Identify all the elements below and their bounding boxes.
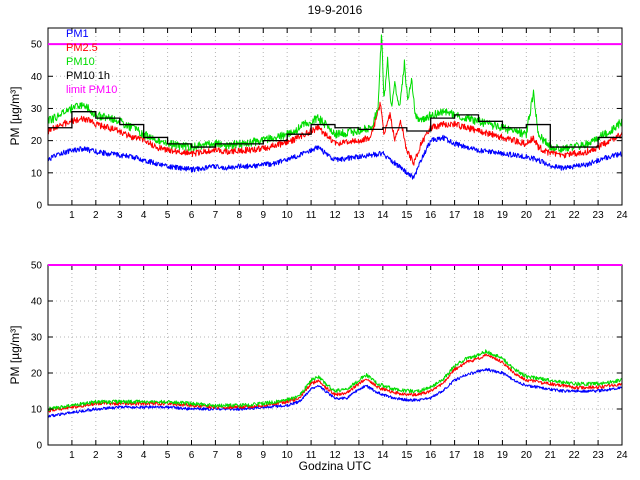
x-tick-label: 12: [329, 210, 341, 221]
x-tick-label: 13: [353, 210, 365, 221]
x-tick-label: 9: [260, 210, 266, 221]
series-pm10: [47, 349, 623, 411]
x-tick-label: 8: [237, 210, 243, 221]
y-tick-label: 0: [36, 201, 42, 212]
y-tick-label: 40: [31, 72, 43, 83]
x-tick-label: 4: [141, 210, 147, 221]
x-tick-label: 17: [449, 210, 461, 221]
series-pm1: [47, 134, 623, 180]
x-tick-label: 19: [497, 210, 509, 221]
x-tick-label: 1: [69, 210, 75, 221]
y-tick-label: 50: [31, 40, 43, 51]
x-tick-label: 5: [165, 210, 171, 221]
x-tick-label: 10: [282, 210, 294, 221]
bottom-chart: 1 2 3 4 5 6 7 8 9 10 11 12 13 14 15 16 17 18 19 20 21 22 23 240…: [31, 261, 628, 462]
y-axis-label-top: PM [µg/m³]: [8, 86, 22, 146]
x-tick-label: 3: [117, 210, 123, 221]
x-tick-label: 19: [497, 450, 509, 461]
x-tick-label: 8: [237, 450, 243, 461]
top-chart: 1 2 3 4 5 6 7 8 9 10 11 12 13 14 15 16 17 18 19 20 21 22 23 240…: [31, 27, 628, 221]
x-tick-label: 24: [616, 210, 628, 221]
y-tick-label: 30: [31, 104, 43, 115]
legend-item-pm1: PM1: [66, 28, 89, 40]
y-tick-label: 40: [31, 297, 43, 308]
y-axis-label-bottom: PM [µg/m³]: [8, 325, 22, 385]
x-tick-label: 9: [260, 450, 266, 461]
x-tick-label: 22: [569, 210, 581, 221]
x-tick-label: 10: [282, 450, 294, 461]
y-tick-label: 0: [36, 441, 42, 452]
x-tick-label: 6: [189, 210, 195, 221]
legend-item-pm10-1h: PM10 1h: [66, 70, 111, 82]
y-tick-label: 50: [31, 261, 43, 272]
x-tick-label: 20: [521, 450, 533, 461]
series-pm10-1h: [48, 111, 622, 148]
x-tick-label: 14: [377, 210, 389, 221]
x-tick-label: 18: [473, 450, 485, 461]
x-tick-label: 5: [165, 450, 171, 461]
series-pm2-5: [47, 353, 623, 413]
x-tick-label: 16: [425, 210, 437, 221]
x-tick-label: 7: [213, 450, 219, 461]
legend: PM1 PM2.5 PM10 PM10 1h limit PM10: [66, 27, 117, 97]
chart-title: 19-9-2016: [307, 3, 363, 17]
series-pm1: [47, 367, 623, 418]
x-tick-label: 20: [521, 210, 533, 221]
y-tick-label: 20: [31, 369, 43, 380]
x-tick-label: 15: [401, 450, 413, 461]
x-tick-label: 17: [449, 450, 461, 461]
x-tick-label: 16: [425, 450, 437, 461]
x-tick-label: 4: [141, 450, 147, 461]
x-tick-label: 18: [473, 210, 485, 221]
legend-item-pm10: PM10: [66, 56, 95, 68]
x-tick-label: 21: [545, 450, 557, 461]
x-tick-label: 11: [306, 450, 317, 461]
y-tick-label: 10: [31, 405, 43, 416]
x-tick-label: 21: [545, 210, 557, 221]
x-tick-label: 23: [593, 450, 605, 461]
x-tick-label: 24: [616, 450, 628, 461]
x-tick-label: 12: [329, 450, 341, 461]
y-tick-label: 10: [31, 168, 43, 179]
x-tick-label: 13: [353, 450, 365, 461]
x-tick-label: 23: [593, 210, 605, 221]
x-tick-label: 6: [189, 450, 195, 461]
legend-item-pm2-5: PM2.5: [66, 42, 98, 54]
y-tick-label: 30: [31, 333, 43, 344]
x-tick-label: 2: [93, 210, 99, 221]
x-tick-label: 22: [569, 450, 581, 461]
x-tick-label: 11: [306, 210, 317, 221]
x-tick-label: 2: [93, 450, 99, 461]
legend-item-limit-pm10: limit PM10: [66, 84, 118, 96]
x-tick-label: 3: [117, 450, 123, 461]
x-tick-label: 15: [401, 210, 413, 221]
x-tick-label: 14: [377, 450, 389, 461]
x-tick-label: 1: [69, 450, 75, 461]
x-axis-label: Godzina UTC: [298, 459, 372, 473]
y-tick-label: 20: [31, 136, 43, 147]
x-tick-label: 7: [213, 210, 219, 221]
